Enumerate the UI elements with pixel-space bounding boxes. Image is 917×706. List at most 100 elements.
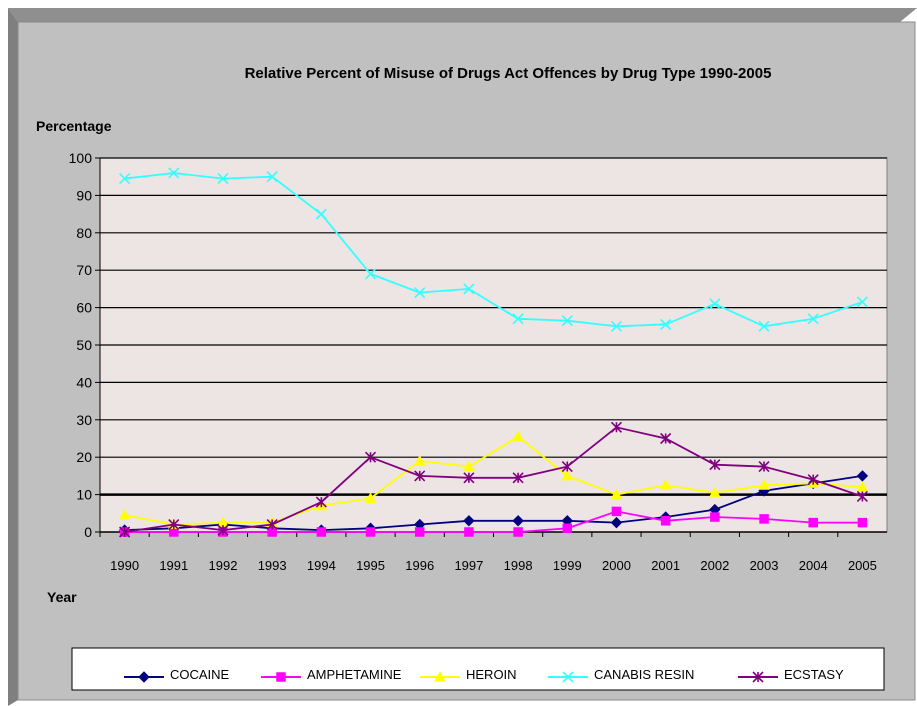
- series-line-heroin: [124, 435, 863, 526]
- data-point-amphetamine: [808, 517, 818, 528]
- data-point-ecstasy: [315, 496, 327, 508]
- series-line-ecstasy: [124, 426, 863, 533]
- data-point-canabis-resin: [709, 298, 721, 310]
- data-point-ecstasy: [168, 518, 180, 531]
- data-point-amphetamine: [759, 514, 769, 524]
- x-tick-label: 1990: [110, 558, 139, 573]
- x-axis-label: Year: [47, 589, 77, 605]
- y-tick-label: 30: [76, 412, 92, 428]
- x-tick-label: 2003: [750, 558, 779, 573]
- x-tick-label: 1996: [405, 558, 434, 573]
- x-tick-label: 2001: [651, 558, 680, 573]
- data-point-heroin: [758, 479, 770, 490]
- series-amphetamine: [119, 506, 868, 537]
- x-tick-label: 1995: [356, 558, 385, 573]
- y-tick-label: 90: [76, 187, 92, 203]
- x-tick-label: 1997: [454, 558, 483, 573]
- legend-item-cocaine: COCAINE: [124, 667, 230, 683]
- legend-swatch-marker: [752, 671, 764, 683]
- chart-frame-top: [8, 8, 917, 22]
- data-point-ecstasy: [610, 421, 623, 433]
- data-point-amphetamine: [414, 527, 425, 537]
- x-tick-label: 2000: [602, 558, 631, 573]
- data-point-amphetamine: [513, 527, 523, 537]
- data-point-heroin: [856, 481, 869, 492]
- data-point-canabis-resin: [364, 268, 377, 280]
- y-tick-label: 20: [76, 449, 92, 465]
- data-point-heroin: [463, 460, 475, 472]
- y-tick-label: 40: [76, 374, 92, 390]
- data-point-heroin: [413, 454, 426, 466]
- data-point-canabis-resin: [315, 208, 327, 220]
- y-tick-label: 10: [76, 487, 92, 503]
- data-point-ecstasy: [414, 470, 426, 482]
- data-point-heroin: [708, 486, 721, 498]
- data-point-ecstasy: [463, 472, 475, 484]
- data-point-ecstasy: [856, 490, 868, 503]
- data-point-canabis-resin: [561, 315, 573, 327]
- data-point-amphetamine: [857, 517, 868, 528]
- data-point-cocaine: [463, 515, 475, 527]
- data-point-cocaine: [512, 515, 524, 527]
- data-point-canabis-resin: [660, 318, 672, 330]
- data-point-ecstasy: [807, 474, 819, 486]
- x-tick-label: 1991: [159, 558, 188, 573]
- series-layer: [118, 167, 869, 538]
- data-point-ecstasy: [561, 460, 573, 473]
- legend-label: AMPHETAMINE: [307, 667, 402, 682]
- legend-label: HEROIN: [466, 667, 517, 682]
- data-point-amphetamine: [316, 527, 327, 537]
- y-tick-label: 50: [76, 337, 92, 353]
- data-point-ecstasy: [758, 460, 770, 473]
- series-line-amphetamine: [124, 510, 863, 533]
- data-point-ecstasy: [266, 518, 278, 531]
- data-point-cocaine: [610, 516, 623, 529]
- legend-swatch-marker: [276, 672, 286, 682]
- chart-title: Relative Percent of Misuse of Drugs Act …: [245, 65, 772, 82]
- data-point-heroin: [610, 488, 623, 500]
- legend-swatch-marker: [434, 670, 446, 682]
- legend-swatch-marker: [138, 671, 150, 683]
- y-tick-label: 80: [76, 225, 92, 241]
- series-line-canabis-resin: [124, 172, 863, 328]
- data-point-ecstasy: [512, 472, 524, 484]
- data-point-ecstasy: [119, 526, 131, 538]
- data-point-amphetamine: [710, 512, 720, 522]
- data-point-cocaine: [856, 470, 869, 482]
- legend-item-heroin: HEROIN: [420, 667, 517, 682]
- data-point-canabis-resin: [758, 320, 770, 332]
- legend-item-canabis-resin: CANABIS RESIN: [548, 667, 694, 683]
- y-axis-ticks: 0 10 20 30 40 50 60 70 80 90 100: [69, 150, 100, 540]
- y-tick-label: 100: [69, 150, 93, 166]
- y-tick-label: 70: [76, 262, 92, 278]
- legend-item-ecstasy: ECSTASY: [738, 667, 844, 683]
- y-axis-label: Percentage: [36, 118, 112, 134]
- chart-frame-left: [8, 8, 18, 706]
- data-point-heroin: [512, 430, 524, 442]
- data-point-ecstasy: [217, 524, 229, 536]
- data-point-canabis-resin: [610, 320, 623, 332]
- legend-label: COCAINE: [170, 667, 230, 682]
- data-point-heroin: [364, 492, 377, 503]
- data-point-ecstasy: [709, 459, 721, 471]
- data-point-amphetamine: [365, 527, 376, 537]
- data-point-canabis-resin: [512, 313, 524, 325]
- x-tick-label: 1998: [504, 558, 533, 573]
- data-point-canabis-resin: [856, 296, 868, 308]
- y-tick-label: 60: [76, 300, 92, 316]
- data-point-canabis-resin: [414, 287, 426, 299]
- x-tick-label: 1993: [258, 558, 287, 573]
- data-point-amphetamine: [464, 527, 474, 537]
- data-point-canabis-resin: [807, 313, 819, 325]
- data-point-canabis-resin: [119, 173, 131, 185]
- x-tick-label: 2004: [799, 558, 828, 573]
- data-point-amphetamine: [562, 523, 573, 534]
- data-point-canabis-resin: [217, 173, 229, 185]
- x-tick-label: 1994: [307, 558, 336, 573]
- data-point-heroin: [561, 469, 574, 481]
- data-point-ecstasy: [364, 451, 377, 463]
- legend-swatch-marker: [562, 671, 574, 683]
- x-axis-ticks: 1990 1991 1992 1993 1994 1995 1996 1997 1998 1999…: [99, 532, 877, 573]
- legend-label: CANABIS RESIN: [594, 667, 694, 682]
